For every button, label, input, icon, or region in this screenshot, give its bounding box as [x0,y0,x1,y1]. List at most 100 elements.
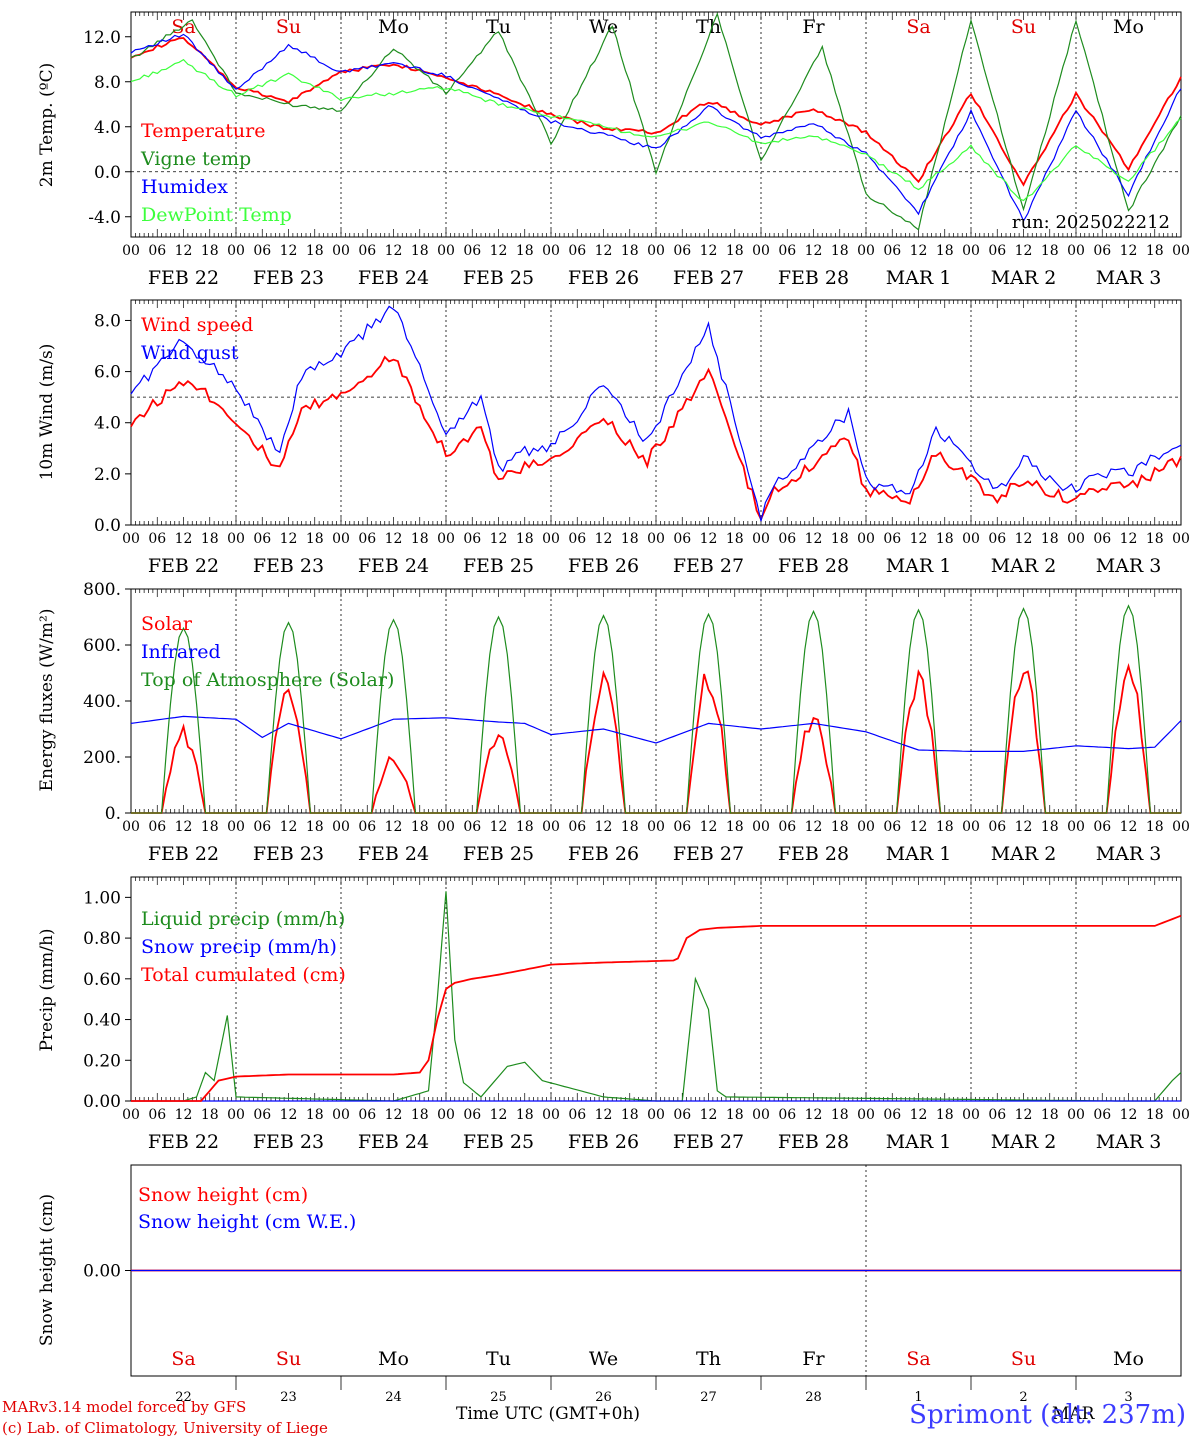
hour-label: 00 [962,243,980,259]
day-label: FEB 26 [568,843,639,865]
day-label: FEB 25 [463,267,534,289]
hour-label: 12 [175,819,193,835]
hour-label: 06 [883,531,901,547]
hour-label: 12 [595,531,613,547]
hour-label: 18 [516,819,534,835]
hour-label: 06 [463,243,481,259]
hour-label: 12 [1120,243,1138,259]
y-tick-label: 0.60 [83,970,121,990]
hour-label: 06 [568,819,586,835]
day-label: FEB 28 [778,555,849,577]
hour-label: 18 [1041,1107,1059,1123]
hour-label: 00 [437,819,455,835]
legend-entry: Snow height (cm) [138,1184,308,1206]
hour-label: 12 [595,1107,613,1123]
hour-label: 18 [726,243,744,259]
hour-label: 00 [542,531,560,547]
y-tick-label: 6.0 [94,363,121,383]
hour-label: 00 [437,243,455,259]
legend-entry: Liquid precip (mm/h) [141,908,345,930]
hour-label: 00 [1067,1107,1085,1123]
day-label: FEB 22 [148,555,219,577]
y-tick-label: 8.0 [94,311,121,331]
hour-label: 06 [673,1107,691,1123]
day-label: FEB 23 [253,555,324,577]
hour-label: 12 [280,243,298,259]
hour-label: 18 [936,819,954,835]
hour-label: 12 [595,243,613,259]
series-dewpoint-temp-line [130,58,1182,202]
hour-label: 00 [437,531,455,547]
day-number: 24 [385,1390,402,1405]
month-label: MAR [1052,1404,1095,1424]
legend-entry: Humidex [141,176,228,198]
hour-label: 12 [910,243,928,259]
model-credit: MARv3.14 model forced by GFS [2,1398,247,1416]
hour-label: 00 [542,819,560,835]
hour-label: 12 [910,531,928,547]
hour-label: 12 [280,531,298,547]
hour-label: 06 [568,243,586,259]
hour-label: 12 [1015,1107,1033,1123]
y-tick-label: 4.0 [94,414,121,434]
series-top-of-atmosphere-solar-line [131,604,1181,814]
hour-label: 06 [463,531,481,547]
hour-label: 12 [385,1107,403,1123]
hour-label: 00 [1172,1107,1190,1123]
y-tick-label: 0.00 [83,1092,121,1112]
hour-label: 18 [831,1107,849,1123]
hour-label: 18 [1146,243,1164,259]
hour-label: 06 [253,1107,271,1123]
hour-label: 00 [542,1107,560,1123]
hour-label: 18 [516,531,534,547]
hour-label: 06 [778,243,796,259]
weekday-label: We [589,1348,618,1370]
hour-label: 18 [411,1107,429,1123]
y-tick-label: 4.0 [94,118,121,138]
hour-label: 12 [490,819,508,835]
day-number: 2 [1019,1390,1027,1405]
day-label: FEB 22 [148,1131,219,1153]
hour-label: 18 [621,819,639,835]
legend-entry: Solar [141,613,193,635]
day-label: MAR 3 [1096,555,1162,577]
hour-label: 18 [936,1107,954,1123]
hour-label: 12 [595,819,613,835]
hour-label: 12 [1015,531,1033,547]
weekday-label: Th [696,16,721,38]
hour-label: 12 [385,243,403,259]
day-label: MAR 1 [886,267,952,289]
hour-label: 00 [752,1107,770,1123]
day-number: 23 [280,1390,297,1405]
hour-label: 18 [1146,819,1164,835]
legend-entry: DewPoint Temp [141,204,292,226]
day-label: FEB 27 [673,843,744,865]
hour-label: 06 [358,819,376,835]
legend-entry: Snow height (cm W.E.) [138,1211,356,1233]
legend-entry: Snow precip (mm/h) [141,936,337,958]
hour-label: 00 [647,819,665,835]
hour-label: 00 [227,243,245,259]
hour-label: 00 [857,243,875,259]
hour-label: 06 [1093,1107,1111,1123]
day-label: MAR 2 [991,267,1057,289]
hour-label: 12 [700,243,718,259]
hour-label: 06 [568,531,586,547]
hour-label: 06 [673,531,691,547]
hour-label: 12 [805,819,823,835]
hour-label: 12 [490,1107,508,1123]
lab-credit: (c) Lab. of Climatology, University of L… [2,1419,328,1437]
weekday-label: Mo [1113,1348,1144,1370]
hour-label: 18 [1146,531,1164,547]
hour-label: 18 [1041,243,1059,259]
hour-label: 12 [175,531,193,547]
x-axis-title: Time UTC (GMT+0h) [456,1404,641,1424]
hour-label: 06 [883,243,901,259]
hour-label: 18 [936,243,954,259]
y-tick-label: 400. [83,692,121,712]
y-tick-label: 0.0 [94,163,121,183]
hour-label: 00 [752,243,770,259]
weekday-label: Tu [486,16,511,38]
hour-label: 18 [306,819,324,835]
hour-label: 12 [1120,819,1138,835]
